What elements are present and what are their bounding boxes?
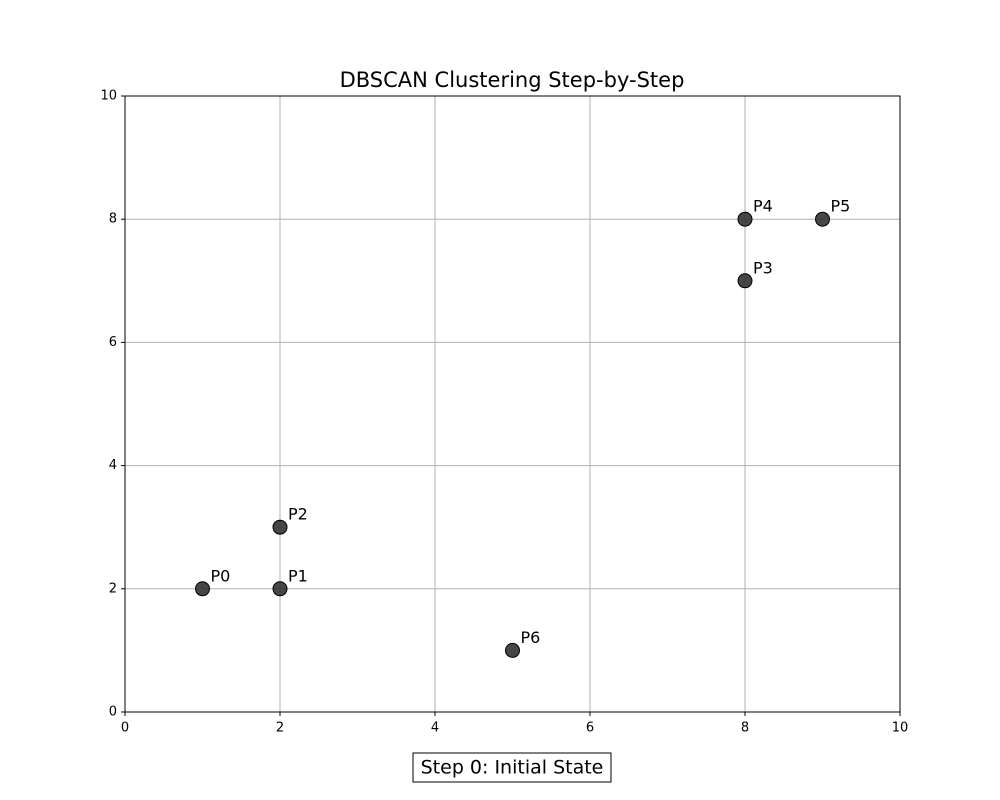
x-tick-label: 2 [276, 721, 284, 736]
point-label: P3 [753, 258, 773, 277]
y-tick-label: 6 [109, 335, 117, 350]
x-tick-label: 8 [741, 721, 749, 736]
point-label: P1 [288, 566, 308, 585]
y-tick-label: 2 [109, 581, 117, 596]
grid-layer [124, 95, 901, 713]
annotation-box [412, 752, 612, 783]
point-label: P5 [831, 197, 851, 216]
plot-frame [124, 95, 901, 713]
point [737, 273, 753, 289]
y-tick-label: 4 [109, 458, 117, 473]
x-tick-label: 0 [121, 721, 129, 736]
y-tick-label: 10 [100, 89, 117, 104]
x-tick-label: 10 [892, 721, 909, 736]
y-tick-label: 0 [109, 705, 117, 720]
x-tick-label: 6 [586, 721, 594, 736]
chart-title: DBSCAN Clustering Step-by-Step [340, 68, 685, 92]
point [505, 642, 520, 658]
point [272, 519, 288, 535]
y-tick-label: 8 [109, 212, 117, 227]
point-label: P4 [753, 197, 773, 216]
point [195, 581, 210, 597]
point [272, 581, 288, 597]
point [737, 211, 753, 227]
annotation: Step 0: Initial State [421, 757, 604, 779]
point [815, 211, 830, 227]
x-tick-label: 4 [431, 721, 439, 736]
point-label: P2 [288, 505, 308, 524]
point-label: P0 [211, 566, 231, 585]
point-label: P6 [521, 628, 541, 647]
